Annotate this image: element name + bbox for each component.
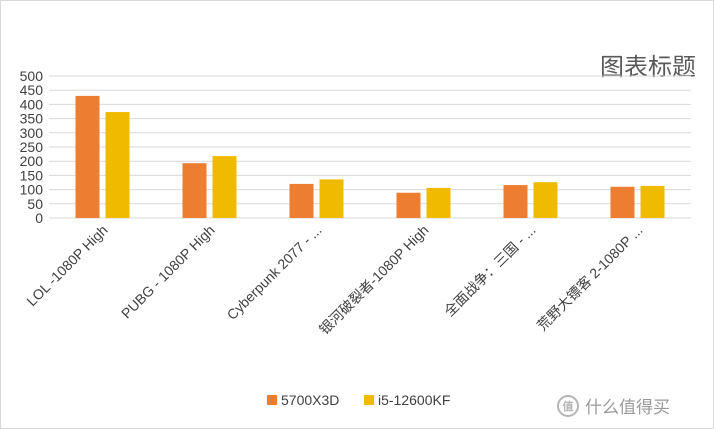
x-category-label: Cyberpunk 2077 - ... [224,222,325,323]
x-axis: LOL -1080P High PUBG - 1080P High Cyberpun… [23,222,645,338]
bar-series-1 [75,95,100,218]
legend-label: i5-12600KF [378,392,450,408]
bar-series-2 [212,156,237,218]
watermark-text: 什么值得买 [585,398,670,418]
bar-series-2 [319,179,344,218]
legend-swatch [267,395,277,405]
y-tick-label: 500 [20,68,44,84]
x-category-label: 银河破裂者-1080P High [316,222,432,338]
y-tick-label: 0 [35,210,43,226]
bar-series-1 [610,186,635,218]
chart-title: 图表标题 [600,53,696,81]
bars [75,95,665,218]
y-tick-label: 100 [20,182,44,198]
legend: 5700X3D i5-12600KF [267,392,450,408]
y-tick-label: 300 [20,125,44,141]
bar-series-2 [426,187,451,218]
x-category-label: 全面战争：三国 - ... [441,222,539,320]
y-tick-label: 450 [20,82,44,98]
y-tick-label: 50 [27,196,43,212]
y-tick-label: 400 [20,96,44,112]
bar-series-1 [503,185,528,218]
bar-series-2 [105,112,130,218]
bar-series-2 [640,185,665,218]
legend-swatch [364,395,374,405]
watermark-logo-icon: 值 [557,394,579,417]
watermark: 值 什么值得买 [557,393,670,418]
y-tick-label: 350 [20,111,44,127]
y-tick-label: 200 [20,153,44,169]
bar-series-1 [182,163,207,218]
bar-series-2 [533,182,558,218]
bar-series-1 [396,192,421,218]
bar-series-1 [289,183,314,218]
x-category-label: LOL -1080P High [23,222,110,309]
legend-label: 5700X3D [281,392,339,408]
x-category-label: PUBG - 1080P High [118,222,218,322]
y-tick-label: 250 [20,139,44,155]
x-category-label: 荒野大镖客 2-1080P ... [534,222,646,334]
gridlines [49,75,691,219]
y-tick-label: 150 [20,167,44,183]
